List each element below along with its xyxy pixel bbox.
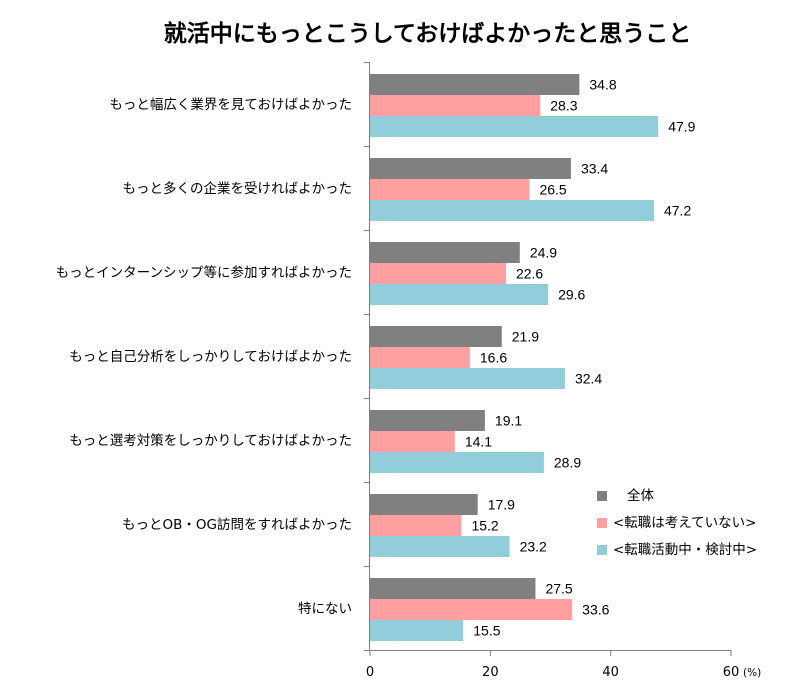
bar-not-considering	[370, 179, 530, 200]
x-tick-label: 40	[602, 665, 619, 680]
category-label: 特にない	[298, 601, 352, 617]
bar-not-considering	[370, 431, 455, 452]
data-label: 14.1	[465, 434, 492, 450]
category-label: もっとインターンシップ等に参加すればよかった	[56, 264, 352, 281]
bars-layer	[370, 74, 659, 641]
legend-label: <転職は考えていない>	[613, 515, 756, 531]
bar-overall	[370, 410, 485, 431]
bar-considering	[370, 620, 464, 641]
bar-not-considering	[370, 515, 462, 536]
bar-not-considering	[370, 599, 573, 620]
bar-not-considering	[370, 95, 541, 116]
bar-not-considering	[370, 263, 506, 284]
data-label: 33.6	[582, 602, 609, 618]
bar-considering	[370, 452, 544, 473]
legend-label: 全体	[627, 487, 655, 504]
data-label: 19.1	[495, 413, 522, 429]
data-label: 28.9	[554, 455, 581, 471]
bar-overall	[370, 74, 580, 95]
bar-overall	[370, 494, 478, 515]
bar-considering	[370, 284, 549, 305]
data-label: 22.6	[516, 266, 543, 282]
bar-overall	[370, 242, 520, 263]
category-label: もっと自己分析をしっかりしておけばよかった	[69, 349, 352, 365]
data-label: 29.6	[558, 287, 585, 303]
legend: 全体 <転職は考えていない> <転職活動中・検討中>	[597, 487, 757, 558]
legend-label: <転職活動中・検討中>	[613, 542, 757, 558]
x-tick-label: 60	[723, 665, 740, 680]
bar-overall	[370, 158, 571, 179]
data-label: 15.2	[471, 518, 498, 534]
value-labels-layer: 34.8 28.3 47.9 33.4 26.5 47.2 24.9 22.6 29.6 21.9…	[465, 77, 696, 639]
legend-swatch	[597, 491, 607, 501]
bar-overall	[370, 578, 536, 599]
bar-overall	[370, 326, 502, 347]
data-label: 33.4	[581, 161, 608, 177]
data-label: 16.6	[480, 350, 507, 366]
data-label: 47.9	[668, 119, 695, 135]
data-label: 24.9	[530, 245, 557, 261]
data-label: 27.5	[545, 581, 572, 597]
x-tick-label: 20	[482, 665, 499, 680]
bar-considering	[370, 116, 659, 137]
chart-title: 就活中にもっとこうしておけばよかったと思うこと	[163, 21, 692, 47]
bar-considering	[370, 368, 565, 389]
data-label: 17.9	[488, 497, 515, 513]
data-label: 47.2	[664, 203, 691, 219]
data-label: 34.8	[589, 77, 616, 93]
x-unit-label: (%)	[743, 667, 761, 679]
category-label: もっとOB・OG訪問をすればよかった	[122, 517, 352, 533]
data-label: 28.3	[550, 98, 577, 114]
legend-swatch	[597, 545, 607, 555]
category-label: もっと幅広く業界を見ておけばよかった	[109, 97, 352, 113]
category-labels-layer: もっと幅広く業界を見ておけばよかったもっと多くの企業を受ければよかったもっとイン…	[56, 97, 352, 617]
data-label: 32.4	[575, 371, 602, 387]
bar-considering	[370, 200, 654, 221]
legend-swatch	[597, 518, 607, 528]
data-label: 23.2	[520, 539, 547, 555]
axes-layer: 0 20 40 60 (%)	[364, 62, 761, 680]
data-label: 26.5	[539, 182, 566, 198]
data-label: 21.9	[512, 329, 539, 345]
bar-not-considering	[370, 347, 470, 368]
category-label: もっと多くの企業を受ければよかった	[123, 180, 353, 197]
category-label: もっと選考対策をしっかりしておけばよかった	[69, 432, 352, 449]
bar-considering	[370, 536, 510, 557]
data-label: 15.5	[473, 623, 500, 639]
x-tick-label: 0	[366, 665, 374, 680]
